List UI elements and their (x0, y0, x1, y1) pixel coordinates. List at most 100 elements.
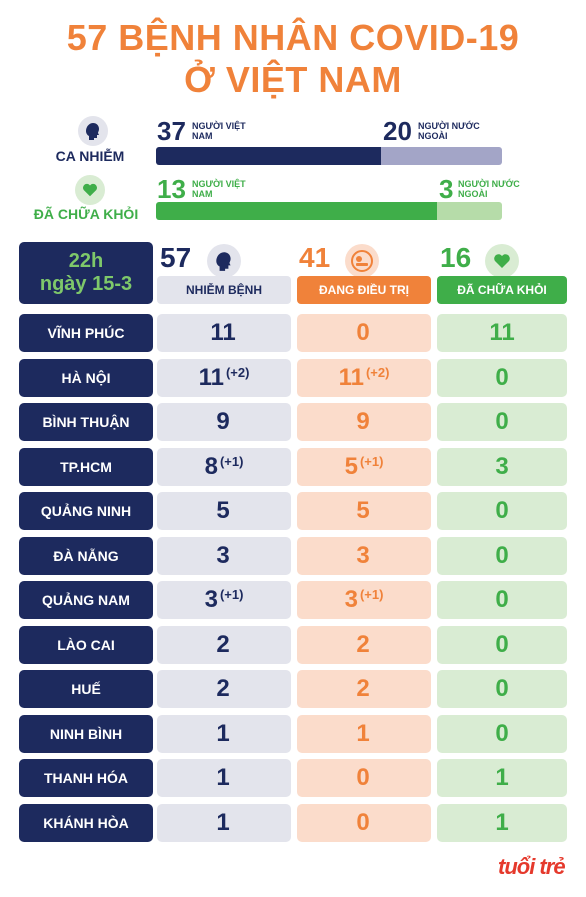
infected-cell: 11 (+2) (157, 359, 291, 397)
recovered-total: 16 (440, 242, 472, 273)
infected-cell: 8 (+1) (157, 448, 291, 486)
recovered-vn-label: NGƯỜI VIỆT NAM (192, 179, 246, 199)
recovered-foreign-label: NGƯỜI NƯỚC NGOÀI (458, 179, 520, 199)
recovered-value: 0 (495, 497, 509, 524)
infected-value: 8 (204, 453, 218, 480)
heart-icon (485, 244, 519, 278)
infected-summary-label: CA NHIỄM (55, 148, 125, 164)
recovered-foreign-bar (437, 202, 502, 220)
recovered-summary-label: ĐÃ CHỮA KHỎI (33, 206, 139, 222)
infected-value: 2 (216, 675, 230, 702)
province-label: LÀO CAI (19, 626, 153, 664)
date-day: ngày 15-3 (39, 273, 133, 295)
infected-column-header: NHIỄM BỆNH (157, 276, 291, 304)
province-name: KHÁNH HÒA (43, 815, 129, 831)
recovered-value: 0 (495, 631, 509, 658)
infected-value: 1 (216, 720, 230, 747)
infected-split-bar (156, 147, 502, 165)
province-name: HÀ NỘI (61, 370, 111, 386)
treating-cell: 3 (297, 537, 431, 575)
treating-cell: 1 (297, 715, 431, 753)
treating-column-header: ĐANG ĐIỀU TRỊ (297, 276, 431, 304)
treating-value: 1 (356, 720, 370, 747)
recovered-cell: 0 (437, 492, 567, 530)
province-name: TP.HCM (60, 459, 112, 475)
province-name: QUẢNG NINH (40, 503, 132, 519)
recovered-vn-count: 13 (157, 174, 186, 204)
recovered-column-header: ĐÃ CHỮA KHỎI (437, 276, 567, 304)
treating-value: 11 (338, 364, 364, 391)
province-label: QUẢNG NAM (19, 581, 153, 619)
infected-cell: 2 (157, 626, 291, 664)
recovered-value: 0 (495, 586, 509, 613)
treating-increase: (+2) (365, 365, 390, 380)
infected-value: 11 (210, 319, 236, 346)
infected-value: 3 (204, 586, 218, 613)
recovered-cell: 1 (437, 759, 567, 797)
recovered-value: 1 (495, 764, 509, 791)
infected-value: 1 (216, 764, 230, 791)
infected-cell: 2 (157, 670, 291, 708)
recovered-value: 0 (495, 720, 509, 747)
heart-icon (75, 175, 105, 205)
infected-foreign-label: NGƯỜI NƯỚC NGOÀI (418, 121, 480, 141)
recovered-value: 0 (495, 542, 509, 569)
province-label: VĨNH PHÚC (19, 314, 153, 352)
brand-logo: tuổi trẻ (498, 854, 566, 879)
recovered-foreign-count: 3 (439, 174, 454, 204)
recovered-value: 3 (495, 453, 509, 480)
recovered-cell: 0 (437, 715, 567, 753)
treating-increase: (+1) (359, 587, 384, 602)
infected-value: 11 (198, 364, 224, 391)
infected-cell: 11 (157, 314, 291, 352)
infected-vn-label: NGƯỜI VIỆT NAM (192, 121, 246, 141)
infected-cell: 3 (+1) (157, 581, 291, 619)
person-head-icon (207, 244, 241, 278)
province-name: BÌNH THUẬN (42, 414, 130, 430)
infected-increase: (+2) (225, 365, 250, 380)
treating-cell: 2 (297, 670, 431, 708)
recovered-value: 0 (495, 364, 509, 391)
infected-foreign-bar (380, 147, 502, 165)
recovered-cell: 11 (437, 314, 567, 352)
province-label: HUẾ (19, 670, 153, 708)
page-title-line2: Ở VIỆT NAM (184, 59, 402, 100)
recovered-cell: 0 (437, 403, 567, 441)
infected-vn-bar (156, 147, 381, 165)
province-name: ĐÀ NẴNG (53, 548, 119, 564)
province-label: QUẢNG NINH (19, 492, 153, 530)
page-title-line1: 57 BỆNH NHÂN COVID-19 (66, 17, 520, 58)
treating-cell: 0 (297, 804, 431, 842)
treating-value: 3 (344, 586, 358, 613)
recovered-cell: 0 (437, 359, 567, 397)
infected-cell: 1 (157, 759, 291, 797)
infected-value: 2 (216, 631, 230, 658)
recovered-value: 0 (495, 675, 509, 702)
treating-cell: 5 (297, 492, 431, 530)
treating-value: 0 (356, 319, 370, 346)
province-label: TP.HCM (19, 448, 153, 486)
treating-cell: 9 (297, 403, 431, 441)
treating-cell: 11 (+2) (297, 359, 431, 397)
infected-value: 9 (216, 408, 230, 435)
treating-value: 2 (356, 675, 370, 702)
treating-total: 41 (299, 242, 331, 273)
recovered-cell: 0 (437, 581, 567, 619)
recovered-cell: 0 (437, 670, 567, 708)
treating-value: 5 (356, 497, 370, 524)
infected-value: 3 (216, 542, 230, 569)
province-label: BÌNH THUẬN (19, 403, 153, 441)
province-name: NINH BÌNH (49, 726, 123, 742)
province-label: HÀ NỘI (19, 359, 153, 397)
treating-cell: 0 (297, 314, 431, 352)
treating-increase: (+1) (359, 454, 384, 469)
infected-vn-count: 37 (157, 116, 186, 146)
province-name: THANH HÓA (44, 770, 128, 786)
treating-value: 9 (356, 408, 370, 435)
date-time: 22h (68, 250, 104, 272)
treating-cell: 0 (297, 759, 431, 797)
infected-increase: (+1) (219, 454, 244, 469)
person-head-icon (78, 116, 108, 146)
infected-increase: (+1) (219, 587, 244, 602)
province-name: QUẢNG NAM (42, 592, 130, 608)
